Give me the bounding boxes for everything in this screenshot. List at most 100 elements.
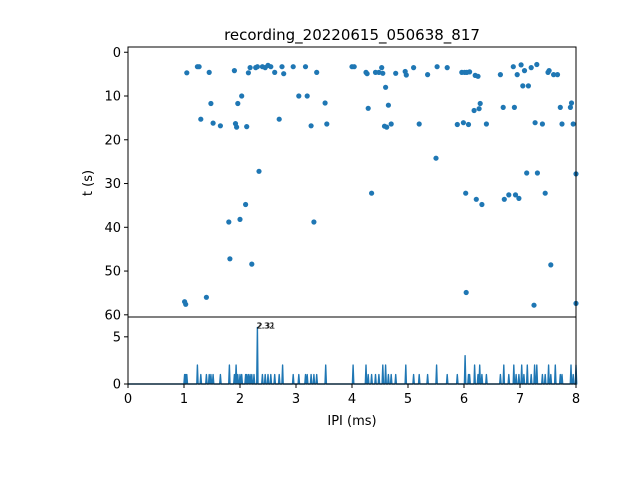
scatter-point-88 [506, 192, 512, 198]
scatter-point-18 [239, 93, 245, 99]
scatter-point-79 [473, 196, 479, 202]
scatter-point-63 [416, 121, 422, 127]
scatter-point-21 [245, 70, 251, 76]
scatter-point-32 [276, 116, 282, 122]
scatter-point-62 [411, 65, 417, 71]
scatter-point-90 [511, 104, 517, 110]
scatter-point-53 [380, 70, 386, 76]
scatter-point-51 [376, 69, 382, 75]
x-tick-label-7: 7 [516, 392, 524, 407]
y-tick-label-top-1: 10 [104, 90, 121, 105]
scatter-point-97 [524, 170, 530, 176]
scatter-point-40 [311, 219, 317, 225]
scatter-point-7 [206, 69, 212, 75]
scatter-point-95 [520, 83, 526, 89]
y-tick-label-top-2: 20 [104, 133, 121, 148]
scatter-point-8 [208, 100, 214, 107]
scatter-point-49 [369, 190, 375, 196]
scatter-point-2 [184, 70, 190, 76]
scatter-point-75 [465, 121, 472, 128]
y-tick-label-bottom-1: 5 [113, 330, 121, 345]
scatter-point-16 [235, 100, 241, 107]
scatter-point-72 [463, 190, 469, 196]
scatter-point-10 [217, 123, 223, 129]
scatter-point-13 [231, 68, 237, 74]
scatter-point-30 [268, 64, 274, 70]
scatter-point-115 [570, 121, 576, 127]
histogram-plot: 2.322.31 0 1 2 3 4 5 6 7 8 0 5 [113, 316, 580, 407]
scatter-point-67 [444, 65, 450, 71]
scatter-point-112 [559, 121, 565, 127]
scatter-point-100 [531, 302, 537, 308]
peak-annotation-0: 2.32 [256, 321, 274, 330]
scatter-point-38 [304, 93, 310, 99]
scatter-point-19 [243, 201, 249, 208]
scatter-point-89 [510, 64, 516, 70]
scatter-point-73 [463, 289, 469, 296]
scatter-point-33 [279, 64, 285, 70]
x-tick-label-4: 4 [348, 392, 356, 407]
scatter-point-68 [454, 121, 460, 128]
scatter-point-31 [272, 69, 278, 75]
scatter-point-66 [434, 64, 440, 70]
scatter-point-36 [296, 93, 302, 99]
scatter-point-81 [476, 106, 482, 112]
scatter-point-37 [302, 64, 309, 70]
x-tick-label-5: 5 [404, 392, 412, 407]
y-tick-label-top-5: 50 [104, 265, 121, 280]
scatter-point-104 [539, 121, 546, 127]
y-tick-label-top-4: 40 [104, 221, 121, 236]
scatter-point-23 [249, 261, 255, 267]
scatter-point-47 [364, 71, 370, 77]
scatter-point-111 [557, 104, 563, 110]
scatter-point-93 [516, 195, 522, 201]
scatter-point-102 [534, 61, 540, 68]
scatter-point-41 [314, 69, 320, 75]
scatter-point-94 [518, 62, 524, 68]
peak-annotation-1: 2.31 [257, 321, 275, 330]
scatter-point-64 [425, 72, 431, 78]
x-tick-label-8: 8 [572, 392, 580, 407]
scatter-point-17 [237, 216, 243, 222]
scatter-point-86 [500, 104, 506, 110]
scatter-point-65 [433, 155, 439, 161]
scatter-point-82 [477, 100, 483, 107]
scatter-point-34 [281, 71, 287, 77]
scatter-point-110 [554, 72, 561, 78]
scatter-point-26 [256, 168, 262, 174]
scatter-point-25 [254, 64, 260, 70]
scatter-point-87 [501, 196, 507, 202]
x-tick-label-0: 0 [124, 392, 132, 407]
x-axis-label: IPI (ms) [327, 414, 376, 429]
scatter-point-77 [471, 107, 477, 114]
scatter-point-61 [403, 72, 409, 78]
scatter-point-56 [384, 124, 390, 130]
scatter-point-101 [532, 120, 538, 126]
scatter-point-58 [388, 121, 394, 127]
scatter-point-113 [567, 104, 574, 110]
scatter-point-109 [551, 72, 557, 78]
y-tick-label-top-6: 60 [104, 308, 121, 323]
x-tick-label-6: 6 [460, 392, 468, 407]
scatter-point-70 [460, 120, 466, 126]
scatter-point-6 [203, 294, 209, 300]
scatter-point-96 [521, 68, 528, 74]
scatter-point-103 [534, 170, 541, 176]
scatter-point-9 [210, 120, 216, 126]
scatter-point-43 [324, 121, 330, 127]
x-tick-label-2: 2 [236, 392, 244, 407]
y-tick-label-top-3: 30 [104, 177, 121, 192]
scatter-point-84 [483, 121, 489, 127]
scatter-point-85 [497, 72, 503, 78]
scatter-plot: 0 10 20 30 40 50 60 [104, 46, 579, 323]
scatter-point-83 [479, 201, 485, 208]
scatter-point-52 [379, 65, 385, 71]
scatter-point-20 [244, 124, 250, 130]
scatter-point-4 [196, 64, 202, 70]
scatter-point-80 [475, 73, 481, 79]
scatter-point-92 [514, 72, 520, 78]
scatter-point-5 [198, 116, 204, 122]
x-tick-label-1: 1 [180, 392, 188, 407]
